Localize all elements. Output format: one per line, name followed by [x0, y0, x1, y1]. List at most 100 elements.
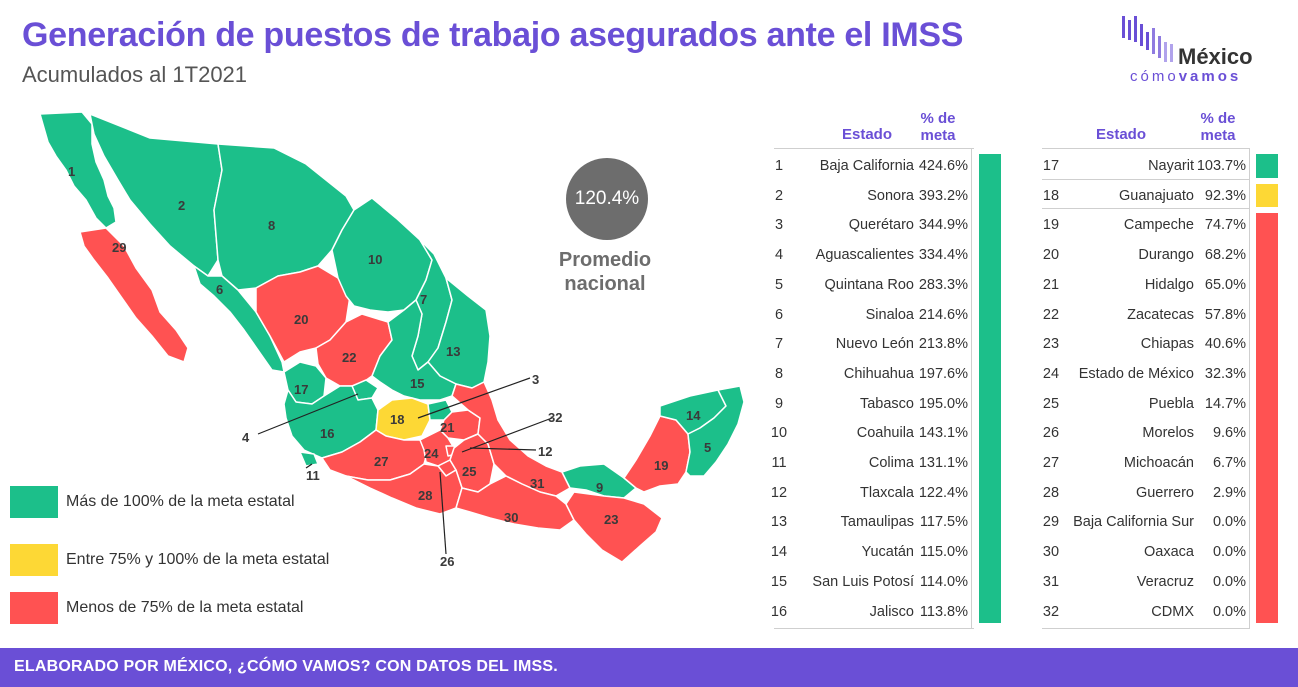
table-row-pct: 2.9%	[1212, 484, 1246, 501]
table-row-pct: 213.8%	[918, 336, 968, 353]
table-left-header-pct-line2: meta	[920, 127, 956, 144]
table-right-header-pct-line2: meta	[1200, 127, 1236, 144]
table-row-number: 32	[1042, 603, 1060, 620]
map-label-19: 19	[654, 458, 668, 473]
table-row: 23 Chiapas 40.6%	[1040, 330, 1246, 360]
table-row: 16 Jalisco 113.8%	[768, 598, 974, 628]
page-title: Generación de puestos de trabajo asegura…	[22, 16, 964, 54]
table-row-pct: 117.5%	[919, 514, 968, 531]
map-label-11: 11	[306, 468, 320, 483]
table-row-number: 9	[774, 395, 784, 412]
table-row-state: Baja California	[819, 158, 914, 174]
map-label-20: 20	[294, 312, 308, 327]
table-row-pct: 32.3%	[1204, 365, 1246, 382]
table-row-state: Sonora	[867, 187, 914, 204]
table-row: 7 Nuevo León 213.8%	[768, 330, 974, 360]
state-quintana-roo	[685, 385, 745, 477]
table-row: 2 Sonora 393.2%	[768, 182, 974, 212]
table-row-state: Nayarit	[1148, 158, 1194, 174]
map-label-5: 5	[704, 440, 711, 455]
table-row-pct: 9.6%	[1212, 425, 1246, 442]
table-row-state: CDMX	[1151, 603, 1194, 620]
table-row: 10 Coahuila 143.1%	[768, 419, 974, 449]
table-row-state: Estado de México	[1078, 365, 1194, 382]
table-row-state: Jalisco	[869, 603, 914, 620]
state-chiapas	[565, 491, 663, 563]
table-row-pct: 0.0%	[1212, 603, 1246, 620]
table-row-state: Hidalgo	[1144, 276, 1194, 293]
table-row-pct: 113.8%	[919, 603, 968, 620]
table-row: 3 Querétaro 344.9%	[768, 211, 974, 241]
table-group-rule	[1042, 178, 1250, 180]
table-row-number: 30	[1042, 544, 1060, 561]
table-row: 30 Oaxaca 0.0%	[1040, 538, 1246, 568]
table-left-top-rule	[774, 148, 974, 149]
state-baja-california	[39, 111, 117, 229]
table-row-pct: 424.6%	[918, 158, 968, 174]
table-row-pct: 195.0%	[918, 395, 968, 412]
table-right-divider	[1249, 148, 1250, 628]
table-row-number: 7	[774, 336, 784, 353]
table-row-pct: 283.3%	[918, 276, 968, 293]
table-left: Estado % de meta 1 Baja California 424.6% 2…	[768, 108, 1004, 629]
table-left-header-state: Estado	[842, 126, 893, 143]
table-row-pct: 334.4%	[918, 247, 968, 264]
table-row-state: Sinaloa	[865, 306, 914, 323]
map-label-10: 10	[368, 252, 382, 267]
table-row-number: 26	[1042, 425, 1060, 442]
table-row: 26 Morelos 9.6%	[1040, 419, 1246, 449]
map-label-9: 9	[596, 480, 603, 495]
table-row-state: Nuevo León	[835, 336, 914, 353]
legend-swatch-yellow	[10, 544, 58, 576]
table-left-header-pct: % de meta	[914, 110, 962, 144]
logo-bars-icon	[1122, 16, 1173, 62]
table-row: 13 Tamaulipas 117.5%	[768, 508, 974, 538]
table-row-pct: 57.8%	[1204, 306, 1246, 323]
map-label-29: 29	[112, 240, 126, 255]
map-label-30: 30	[504, 510, 518, 525]
map-label-26: 26	[440, 554, 454, 569]
map-label-2: 2	[178, 198, 185, 213]
map-label-3: 3	[532, 372, 539, 387]
table-row-number: 13	[770, 514, 788, 531]
map-label-14: 14	[686, 408, 701, 423]
state-coahuila	[331, 197, 433, 313]
national-average-label-line1: Promedio	[558, 249, 652, 271]
table-row: 19 Campeche 74.7%	[1040, 211, 1246, 241]
footer-text: ELABORADO POR MÉXICO, ¿CÓMO VAMOS? CON D…	[14, 658, 558, 675]
table-row-pct: 0.0%	[1212, 514, 1246, 531]
table-row-pct: 0.0%	[1212, 544, 1246, 561]
map-label-12: 12	[538, 444, 552, 459]
table-row: 21 Hidalgo 65.0%	[1040, 271, 1246, 301]
table-group-bar-green	[979, 154, 1001, 624]
table-row: 32 CDMX 0.0%	[1040, 598, 1246, 628]
table-row-pct: 92.3%	[1204, 187, 1246, 204]
map-label-31: 31	[530, 476, 544, 491]
table-row-state: Colima	[868, 455, 914, 471]
logo: México cómovamos	[1118, 14, 1278, 88]
legend-label-red: Menos de 75% de la meta estatal	[66, 599, 304, 616]
table-row-pct: 40.6%	[1204, 336, 1246, 353]
table-row-state: Michoacán	[1123, 455, 1194, 471]
table-row-number: 28	[1042, 484, 1060, 501]
map-label-23: 23	[604, 512, 618, 527]
state-colima	[299, 451, 319, 467]
logo-sub-bold: vamos	[1178, 68, 1242, 85]
table-row-state: Baja California Sur	[1073, 514, 1194, 531]
table-row-state: Veracruz	[1136, 573, 1194, 590]
table-row-number: 18	[1042, 187, 1060, 204]
table-row-pct: 68.2%	[1204, 247, 1246, 264]
table-row-number: 17	[1042, 158, 1060, 174]
map-label-27: 27	[374, 454, 388, 469]
table-row-pct: 197.6%	[918, 365, 968, 382]
national-average-circle: 120.4%	[566, 158, 648, 240]
table-row: 14 Yucatán 115.0%	[768, 538, 974, 568]
table-row: 20 Durango 68.2%	[1040, 241, 1246, 271]
table-row: 22 Zacatecas 57.8%	[1040, 301, 1246, 331]
table-row-state: Tabasco	[859, 395, 914, 412]
table-row: 11 Colima 131.1%	[768, 449, 974, 479]
table-row: 15 San Luis Potosí 114.0%	[768, 568, 974, 598]
table-left-divider	[971, 148, 972, 628]
table-row-number: 5	[774, 276, 784, 293]
table-row-state: Tamaulipas	[840, 514, 914, 531]
